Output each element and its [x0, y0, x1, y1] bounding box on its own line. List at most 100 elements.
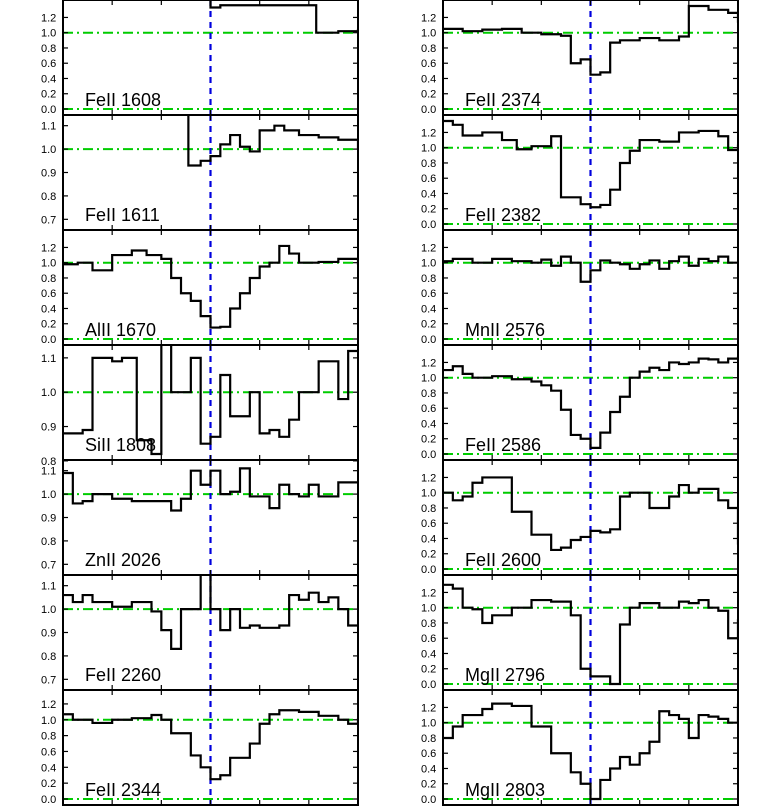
spectrum-line: [443, 583, 738, 686]
ion-label: MgII 2803: [465, 780, 545, 800]
y-tick-label: 0.2: [41, 778, 56, 790]
y-tick-label: 1.1: [41, 581, 56, 593]
y-tick-label: 0.0: [41, 334, 56, 346]
y-tick-label: 0.0: [421, 104, 436, 116]
ion-label: AlII 1670: [85, 320, 156, 340]
y-tick-label: 1.1: [41, 121, 56, 133]
y-tick-label: 0.4: [41, 762, 56, 774]
y-tick-label: 0.6: [41, 288, 56, 300]
panel-feii-2586: 0.0 0.2 0.4 0.6 0.8 1.0 1.2 FeII 2586: [421, 344, 739, 461]
y-tick-label: 0.4: [421, 188, 436, 200]
ion-label: MgII 2796: [465, 665, 545, 685]
ion-label: FeII 2260: [85, 665, 161, 685]
y-tick-label: 0.0: [41, 104, 56, 116]
y-tick-label: 0.8: [421, 158, 436, 170]
spectrum-line: [209, 0, 358, 34]
y-tick-label: 0.7: [41, 214, 56, 226]
y-tick-label: 1.0: [41, 144, 56, 156]
y-tick-label: 0.6: [421, 288, 436, 300]
y-tick-label: 1.0: [421, 603, 436, 615]
spectrum-line: [63, 345, 358, 456]
y-tick-label: 1.2: [421, 587, 436, 599]
y-tick-label: 0.8: [41, 536, 56, 548]
ion-label: FeII 2374: [465, 90, 541, 110]
ion-label: FeII 2344: [85, 780, 161, 800]
y-tick-label: 1.1: [41, 466, 56, 478]
y-tick-label: 0.2: [421, 434, 436, 446]
panel-feii-2260: 0.7 0.8 0.9 1.0 1.1 FeII 2260: [41, 574, 359, 691]
panel-frame: [62, 689, 359, 806]
y-tick-label: 0.8: [41, 191, 56, 203]
y-tick-label: 0.8: [421, 733, 436, 745]
panel-siii-1808: 0.8 0.9 1.0 1.1 SiII 1808: [41, 344, 359, 468]
spectrum-line: [443, 476, 738, 552]
y-tick-label: 0.8: [421, 273, 436, 285]
ion-label: FeII 1611: [85, 205, 160, 225]
y-tick-label: 0.7: [41, 674, 56, 686]
y-tick-label: 0.8: [421, 388, 436, 400]
y-tick-label: 0.6: [421, 173, 436, 185]
panel-frame: [442, 689, 739, 806]
y-tick-label: 0.6: [421, 633, 436, 645]
y-tick-label: 0.2: [421, 319, 436, 331]
y-tick-label: 0.4: [421, 73, 436, 85]
panel-mgii-2796: 0.0 0.2 0.4 0.6 0.8 1.0 1.2 MgII 2796: [421, 574, 739, 691]
y-tick-label: 0.9: [41, 628, 56, 640]
y-tick-label: 1.2: [41, 12, 56, 24]
y-tick-label: 0.2: [421, 779, 436, 791]
y-tick-label: 0.6: [421, 403, 436, 415]
y-tick-label: 0.0: [421, 219, 436, 231]
y-tick-label: 1.2: [41, 699, 56, 711]
y-tick-label: 0.4: [41, 303, 56, 315]
panel-feii-1608: 0.0 0.2 0.4 0.6 0.8 1.0 1.2 FeII 1608: [41, 0, 359, 116]
spectrum-line: [443, 4, 738, 76]
y-tick-label: 1.0: [41, 489, 56, 501]
y-tick-label: 1.2: [421, 472, 436, 484]
panel-feii-1611: 0.7 0.8 0.9 1.0 1.1 FeII 1611: [41, 114, 359, 231]
y-tick-label: 1.0: [41, 258, 56, 270]
ion-label: ZnII 2026: [85, 550, 161, 570]
y-tick-label: 0.6: [41, 58, 56, 70]
y-tick-label: 1.0: [421, 28, 436, 40]
spectrum-line: [63, 244, 358, 329]
y-tick-label: 1.2: [421, 357, 436, 369]
y-tick-label: 0.4: [421, 648, 436, 660]
ion-label: FeII 2586: [465, 435, 541, 455]
y-tick-label: 1.2: [41, 242, 56, 254]
y-tick-label: 1.1: [41, 353, 56, 365]
y-tick-label: 0.2: [421, 89, 436, 101]
y-tick-label: 1.0: [421, 488, 436, 500]
y-tick-label: 0.6: [421, 58, 436, 70]
ion-label: FeII 1608: [85, 90, 161, 110]
y-tick-label: 1.0: [421, 373, 436, 385]
spectrum-line: [443, 255, 738, 283]
y-tick-label: 1.2: [421, 702, 436, 714]
y-tick-label: 1.0: [421, 258, 436, 270]
y-tick-label: 0.6: [421, 518, 436, 530]
y-tick-label: 0.9: [41, 513, 56, 525]
ion-label: MnII 2576: [465, 320, 545, 340]
y-tick-label: 1.0: [421, 143, 436, 155]
y-tick-label: 0.2: [421, 549, 436, 561]
panel-feii-2344: 0.0 0.2 0.4 0.6 0.8 1.0 1.2 FeII 2344: [41, 689, 359, 806]
y-tick-label: 0.2: [41, 319, 56, 331]
y-tick-label: 0.0: [421, 794, 436, 806]
spectrum-line: [187, 115, 358, 167]
y-tick-label: 1.0: [41, 604, 56, 616]
y-tick-label: 0.4: [421, 533, 436, 545]
y-tick-label: 1.2: [421, 127, 436, 139]
y-tick-label: 0.8: [41, 43, 56, 55]
spectrum-line: [443, 356, 738, 449]
y-tick-label: 1.0: [421, 718, 436, 730]
y-tick-label: 1.0: [41, 28, 56, 40]
panel-znii-2026: 0.7 0.8 0.9 1.0 1.1 ZnII 2026: [41, 459, 359, 576]
y-tick-label: 0.2: [41, 89, 56, 101]
panel-feii-2600: 0.0 0.2 0.4 0.6 0.8 1.0 1.2 FeII 2600: [421, 459, 739, 576]
y-tick-label: 1.0: [41, 387, 56, 399]
panel-mnii-2576: 0.0 0.2 0.4 0.6 0.8 1.0 1.2 MnII 2576: [421, 229, 739, 346]
ion-label: FeII 2600: [465, 550, 541, 570]
panel-feii-2374: 0.0 0.2 0.4 0.6 0.8 1.0 1.2 FeII 2374: [421, 0, 739, 116]
y-tick-label: 0.0: [421, 449, 436, 461]
y-tick-label: 0.8: [41, 651, 56, 663]
